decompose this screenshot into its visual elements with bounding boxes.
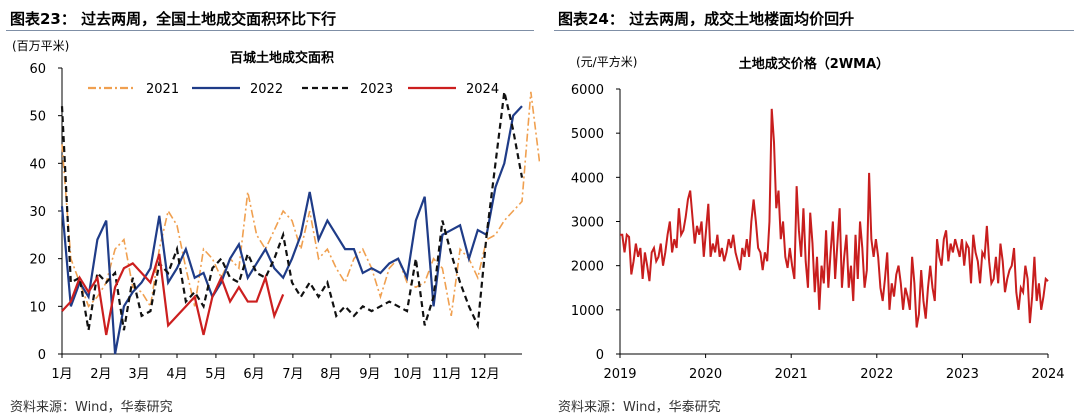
title-divider-left [6,30,534,31]
x-tick-label: 2020 [689,367,722,382]
series-line-2024 [61,253,285,336]
x-tick-label: 5月 [205,367,226,382]
y-tick-label: 1000 [571,304,604,319]
x-tick-label: 10月 [393,367,423,382]
x-tick-label: 4月 [166,367,187,382]
x-tick-label: 6月 [243,367,264,382]
x-tick-label: 9月 [359,367,380,382]
chart-title: 土地成交价格（2WMA） [739,56,889,72]
series-line-2022 [60,105,523,355]
y-tick-label: 0 [596,348,604,363]
source-note-left: 资料来源：Wind，华泰研究 [10,400,173,415]
x-tick-label: 2024 [1031,367,1064,382]
figure-title-left: 图表23： 过去两周，全国土地成交面积环比下行 [10,10,337,28]
y-tick-label: 0 [38,348,46,363]
y-tick-label: 6000 [571,83,604,98]
land-price-chart: (元/平方米) 土地成交价格（2WMA） 0 1000 2000 3000 4000 5000… [571,54,1065,382]
legend-label-2021: 2021 [146,82,179,97]
x-tick-label: 7月 [282,367,303,382]
y-tick-label: 5000 [571,127,604,142]
y-tick-label: 30 [29,205,46,220]
series-line-price [620,108,1049,328]
y-tick-label: 2000 [571,260,604,275]
y-tick-label: 3000 [571,216,604,231]
y-tick-label: 20 [29,253,46,268]
x-tick-label: 2023 [946,367,979,382]
land-area-chart: (百万平米) 百城土地成交面积 0 10 20 30 40 50 60 1月 2月 3月 4月 5月 6月 7… [12,39,540,382]
y-tick-label: 10 [29,300,46,315]
x-tick-label: 2019 [603,367,636,382]
x-tick-label: 2月 [90,367,111,382]
x-tick-label: 2022 [860,367,893,382]
y-tick-label: 50 [29,110,46,125]
y-tick-label: 4000 [571,171,604,186]
x-tick-label: 8月 [320,367,341,382]
legend-label-2024: 2024 [466,82,499,97]
y-tick-label: 60 [29,62,46,77]
x-tick-label: 3月 [128,367,149,382]
chart-title: 百城土地成交面积 [230,50,334,66]
legend-label-2022: 2022 [250,82,283,97]
legend-label-2023: 2023 [360,82,393,97]
y-unit-label: (百万平米) [12,39,69,53]
title-divider-right [554,30,1074,31]
x-tick-label: 2021 [775,367,808,382]
figure-title-right: 图表24： 过去两周，成交土地楼面均价回升 [558,10,855,28]
x-tick-label: 1月 [51,367,72,382]
source-note-right: 资料来源：Wind，华泰研究 [558,400,721,415]
x-tick-label: 11月 [432,367,462,382]
y-tick-label: 40 [29,157,46,172]
series-line-2023 [60,91,524,331]
left-chart-panel: 图表23： 过去两周，全国土地成交面积环比下行 (百万平米) 百城土地成交面积 0 1… [6,10,540,415]
right-chart-panel: 图表24： 过去两周，成交土地楼面均价回升 (元/平方米) 土地成交价格（2WMA… [548,0,1080,420]
y-unit-label: (元/平方米) [576,54,637,69]
series-line-2021 [61,91,540,317]
x-tick-label: 12月 [470,367,500,382]
